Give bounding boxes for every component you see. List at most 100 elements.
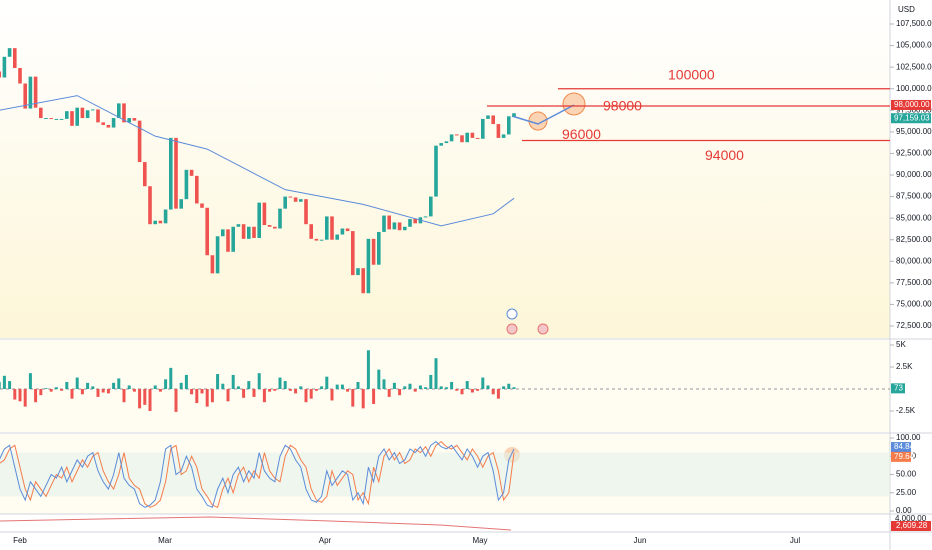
volume-bar (481, 377, 485, 389)
y-tick-label: 77,500.00 (896, 278, 932, 287)
lower-box (891, 521, 931, 531)
volume-bar (434, 358, 438, 389)
volume-bar (169, 367, 173, 389)
volume-bar (28, 373, 32, 389)
candle (189, 169, 194, 176)
volume-bar (138, 389, 142, 409)
volume-bar (153, 385, 157, 389)
stoch-k (0, 441, 515, 509)
y-tick-label: 105,000.00 (896, 41, 932, 50)
candle (366, 238, 371, 294)
volume-bar (195, 389, 199, 404)
volume-bar (491, 389, 495, 395)
y-tick-label: -2.5K (896, 406, 916, 415)
candle (361, 268, 365, 294)
volume-bar (314, 389, 318, 391)
candle (325, 216, 329, 240)
candle (59, 118, 64, 120)
volume-bar (299, 386, 303, 389)
volume-bar (148, 389, 152, 411)
volume-bar (351, 389, 355, 407)
volume-bar (86, 382, 90, 389)
y-tick-label: 100,000.00 (896, 84, 932, 93)
candle (340, 228, 345, 235)
candle (434, 145, 438, 197)
volume-bar (112, 382, 116, 389)
candle (293, 197, 298, 202)
volume-bar (356, 381, 360, 389)
y-tick-label: 0.00 (896, 506, 912, 515)
volume-bar (418, 385, 422, 389)
volume-bar (439, 386, 443, 389)
candle (345, 228, 350, 232)
y-tick-label: 100.00 (896, 433, 921, 442)
candle (200, 203, 204, 208)
candle (387, 215, 391, 230)
volume-bar (210, 389, 214, 403)
candle (351, 231, 355, 276)
candle (122, 103, 126, 123)
price-box (891, 113, 931, 124)
candle (481, 118, 485, 139)
volume-bar (101, 389, 105, 393)
volume-bar (496, 389, 500, 399)
volume-bar (465, 381, 469, 389)
volume-bar (226, 389, 230, 402)
x-tick-label: Jun (634, 536, 647, 545)
price-label: 98,000.00 (894, 100, 930, 109)
volume-bar (398, 389, 402, 396)
volume-bar (0, 381, 1, 389)
moving-average (0, 95, 515, 227)
candle (80, 107, 85, 119)
candle (221, 229, 225, 237)
candle (2, 56, 7, 78)
target-circle (562, 92, 586, 116)
volume-bar (216, 374, 220, 389)
candle (356, 268, 360, 276)
volume-bar (320, 386, 324, 389)
volume-bar (330, 389, 334, 401)
candle (163, 209, 168, 224)
x-tick-label: Mar (158, 536, 172, 545)
candle (106, 124, 111, 128)
volume-bar (304, 389, 308, 403)
candle (143, 162, 147, 187)
candle (54, 118, 59, 120)
volume-bar (106, 389, 110, 394)
level-label: 98000 (603, 98, 642, 114)
candle (153, 220, 157, 225)
volume-bar (122, 389, 126, 403)
candle (96, 109, 100, 123)
candle (241, 224, 246, 239)
candle (195, 175, 199, 204)
y-tick-label: 85,000.00 (896, 213, 932, 222)
candle (501, 134, 506, 138)
volume-bar (413, 389, 417, 392)
volume-box (891, 383, 905, 394)
y-tick-label: 90,000.00 (896, 170, 932, 179)
volume-bar (346, 389, 350, 392)
volume-bar (283, 381, 287, 389)
candle (215, 236, 220, 274)
candle (512, 113, 516, 117)
volume-bar (294, 389, 298, 394)
volume-bar (403, 386, 407, 389)
volume-bar (366, 350, 370, 389)
candle (413, 219, 417, 224)
candle (205, 207, 209, 256)
candle (455, 134, 459, 136)
candle (309, 224, 313, 239)
volume-bar (184, 374, 188, 389)
candle (273, 226, 277, 229)
volume-bar (132, 389, 136, 392)
volume-bar (273, 389, 277, 391)
stoch-label: 79.64 (894, 452, 915, 461)
volume-bar (205, 389, 209, 407)
y-tick-label: 25.00 (896, 488, 917, 497)
candle (70, 111, 74, 126)
candle (39, 107, 43, 119)
volume-bar (80, 389, 84, 395)
volume-bar (158, 389, 162, 392)
volume-bar (502, 386, 506, 389)
volume-bar (288, 389, 292, 391)
